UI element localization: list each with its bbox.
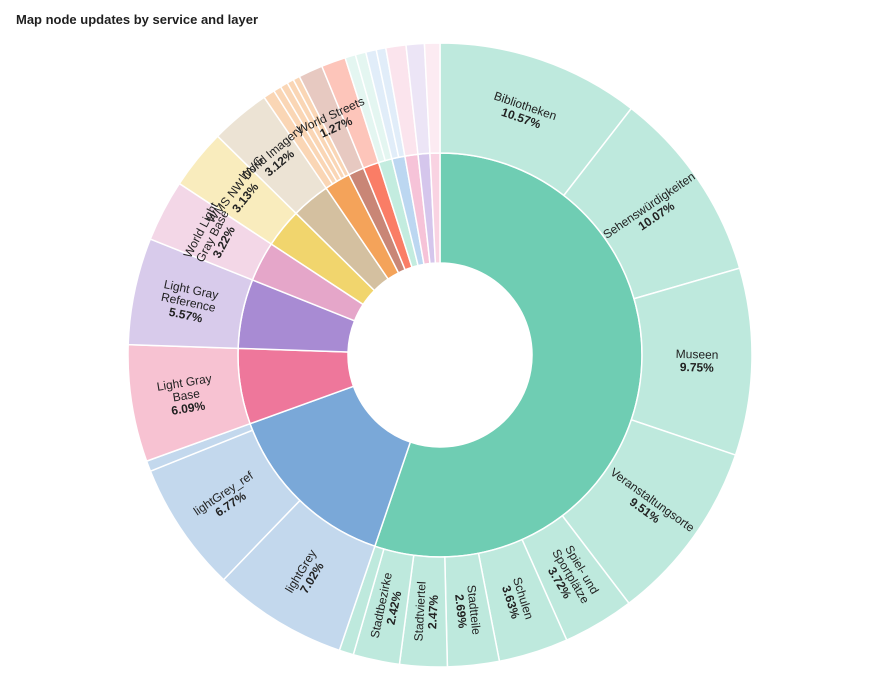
layer-name-stadtteile: Stadtteile (464, 584, 483, 636)
layer-name-museen: Museen (676, 347, 719, 362)
layer-percent-stadtteile: 2.69% (452, 594, 470, 630)
layer-labels: Bibliotheken10.57%Sehenswürdigkeiten10.0… (156, 89, 719, 642)
chart-title: Map node updates by service and layer (16, 12, 259, 27)
layer-name-stadtviertel: Stadtviertel (411, 581, 428, 642)
layer-name-light-gray-base: Base (172, 386, 202, 404)
layer-percent-museen: 9.75% (680, 360, 715, 375)
layer-ring (127, 42, 753, 668)
layer-percent-light-gray-reference: 5.57% (168, 305, 204, 326)
layer-percent-stadtviertel: 2.47% (425, 594, 441, 629)
layer-percent-light-gray-base: 6.09% (170, 399, 206, 418)
service-ring (237, 152, 643, 558)
layer-segment-rose-service-0[interactable] (423, 42, 441, 155)
layer-percent-stadtbezirke: 2.42% (384, 590, 405, 626)
